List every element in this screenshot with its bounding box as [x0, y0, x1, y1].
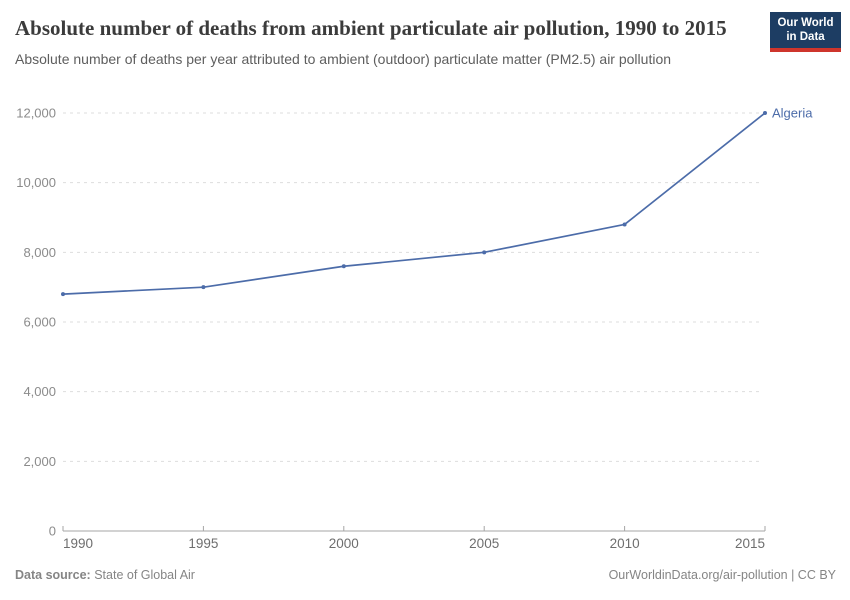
- line-chart[interactable]: 0 2,000 4,000 6,000 8,000 10,000 12,000 1990 199…: [0, 100, 850, 565]
- y-axis-label: 4,000: [23, 384, 56, 399]
- data-point[interactable]: [61, 292, 65, 297]
- owid-logo-line1: Our World: [777, 17, 834, 29]
- y-axis-label: 2,000: [23, 454, 56, 469]
- y-axis-label: 6,000: [23, 315, 56, 330]
- x-axis-label: 1995: [188, 536, 218, 551]
- x-axis-label: 1990: [63, 536, 93, 551]
- data-point[interactable]: [201, 285, 206, 290]
- data-source-value: State of Global Air: [94, 568, 195, 582]
- chart-header: Absolute number of deaths from ambient p…: [15, 14, 750, 69]
- series-label[interactable]: Algeria: [772, 106, 813, 121]
- y-axis-label: 10,000: [16, 175, 56, 190]
- page-title: Absolute number of deaths from ambient p…: [15, 16, 727, 40]
- data-source: Data source: State of Global Air: [15, 568, 195, 582]
- credit-line: OurWorldinData.org/air-pollution | CC BY: [608, 568, 836, 582]
- x-axis-label: 2000: [329, 536, 359, 551]
- data-point[interactable]: [482, 250, 487, 255]
- owid-logo-line2: in Data: [786, 30, 825, 43]
- owid-logo: Our World in Data: [770, 12, 841, 53]
- y-axis-label: 0: [49, 524, 56, 539]
- chart-subtitle: Absolute number of deaths per year attri…: [15, 51, 672, 68]
- data-point[interactable]: [763, 111, 767, 115]
- data-source-label: Data source:: [15, 568, 91, 582]
- x-axis-label: 2005: [469, 536, 499, 551]
- x-axis-label: 2010: [610, 536, 640, 551]
- data-point[interactable]: [341, 264, 346, 269]
- x-axis-label: 2015: [735, 536, 765, 551]
- y-axis-label: 12,000: [16, 106, 56, 121]
- data-point[interactable]: [622, 222, 627, 227]
- data-line[interactable]: [62, 112, 766, 295]
- y-axis-label: 8,000: [23, 245, 56, 260]
- chart-footer: Data source: State of Global Air OurWorl…: [15, 568, 836, 582]
